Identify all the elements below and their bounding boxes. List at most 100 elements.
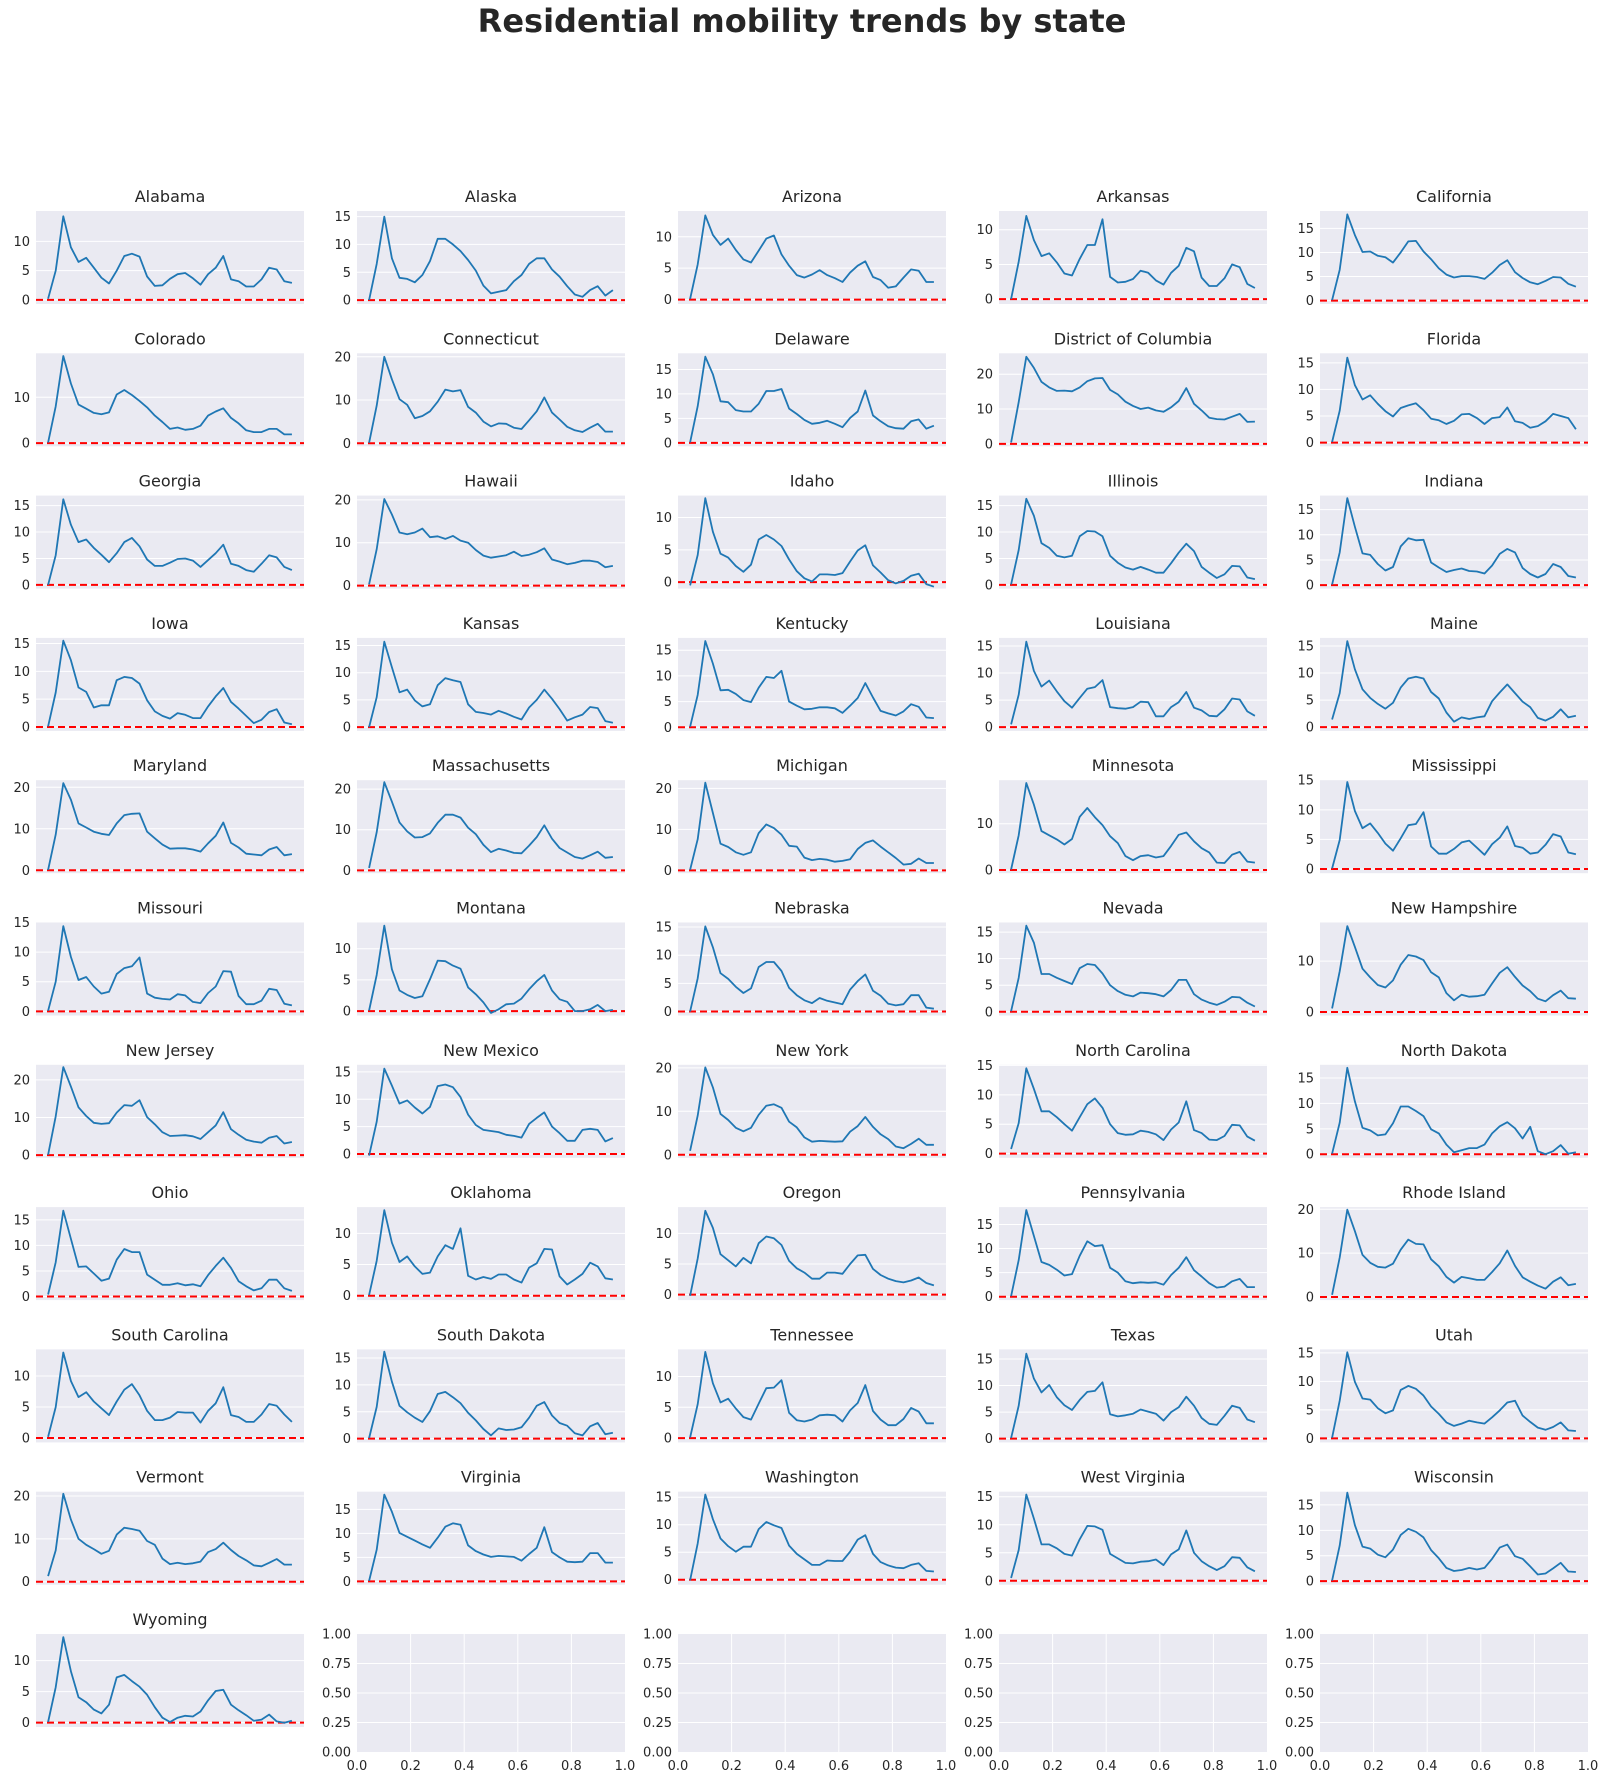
series-line <box>47 1209 293 1295</box>
y-tick-label: 10 <box>655 387 672 402</box>
y-tick-label: 5 <box>985 1546 993 1561</box>
y-tick-label: 0 <box>985 863 993 878</box>
series-line <box>1010 1493 1256 1579</box>
x-tick-label: 0.4 <box>454 1759 475 1774</box>
y-tick-label: 0.50 <box>643 1687 672 1702</box>
panel-arizona: 0 5 10 Arizona <box>655 187 946 308</box>
panel-background <box>36 637 304 731</box>
panel-background <box>678 353 946 447</box>
panel-title: Indiana <box>1424 472 1483 491</box>
y-tick-label: 0 <box>985 1005 993 1020</box>
panel-background <box>357 495 625 589</box>
panel-new-jersey: 0 10 20 New Jersey <box>13 1041 304 1164</box>
y-tick-label: 10 <box>13 526 30 541</box>
panel-background <box>678 1207 946 1301</box>
y-tick-label: 0.75 <box>322 1657 351 1672</box>
y-tick-label: 15 <box>1297 356 1314 371</box>
y-tick-label: 5 <box>985 1406 993 1421</box>
y-tick-label: 10 <box>655 1370 672 1385</box>
y-tick-label: 10 <box>655 1105 672 1120</box>
series-line <box>1010 1067 1256 1150</box>
y-tick-label: 0 <box>1306 1291 1314 1306</box>
panel-iowa: 0 5 10 15 Iowa <box>13 614 304 736</box>
y-tick-label: 0.00 <box>322 1746 351 1761</box>
panel-montana: 0 5 10 Montana <box>334 899 625 1020</box>
x-tick-label: 0.0 <box>347 1759 368 1774</box>
y-tick-label: 20 <box>655 782 672 797</box>
y-tick-label: 10 <box>655 669 672 684</box>
y-tick-label: 0 <box>985 1574 993 1589</box>
series-line <box>689 925 935 1012</box>
panel-title: Alaska <box>465 187 517 206</box>
panel-tennessee: 0 5 10 Tennessee <box>655 1325 946 1447</box>
series-line <box>1331 213 1577 301</box>
panel-title: Mississippi <box>1411 756 1496 775</box>
panel-background <box>1320 637 1588 731</box>
y-tick-label: 10 <box>334 1227 351 1242</box>
y-tick-label: 0 <box>22 1290 30 1305</box>
y-tick-label: 5 <box>664 977 672 992</box>
panel-california: 0 5 10 15 California <box>1297 187 1588 309</box>
panel-nevada: 0 5 10 15 Nevada <box>976 899 1267 1020</box>
panel-michigan: 0 10 20 Michigan <box>655 756 946 879</box>
y-tick-label: 0 <box>1306 1005 1314 1020</box>
panel-title: Arizona <box>782 187 842 206</box>
series-line <box>689 1351 934 1438</box>
panel-title: Arkansas <box>1097 187 1170 206</box>
empty-panel-2: 0.0 0.2 0.4 0.6 0.8 1.0 0.00 0.25 0.50 0.75 1.00 <box>643 1628 956 1775</box>
x-tick-label: 0.0 <box>668 1759 689 1774</box>
y-tick-label: 10 <box>976 952 993 967</box>
y-tick-label: 0 <box>343 721 351 736</box>
series-line <box>689 355 935 443</box>
series-line <box>1331 925 1576 1009</box>
panel-background <box>999 353 1267 447</box>
y-tick-label: 0 <box>985 721 993 736</box>
panel-background <box>1320 1064 1588 1158</box>
series-line <box>47 925 293 1012</box>
panel-massachusetts: 0 10 20 Massachusetts <box>334 756 625 879</box>
y-tick-label: 1.00 <box>1285 1628 1314 1643</box>
panel-title: Oklahoma <box>450 1183 531 1202</box>
series-line <box>689 1209 935 1296</box>
panel-background <box>999 1349 1267 1443</box>
y-tick-label: 0 <box>343 437 351 452</box>
empty-panel-3: 0.0 0.2 0.4 0.6 0.8 1.0 0.00 0.25 0.50 0.75 1.00 <box>964 1628 1277 1775</box>
y-tick-label: 10 <box>655 1518 672 1533</box>
y-tick-label: 0 <box>22 1716 30 1731</box>
series-line <box>1010 924 1256 1012</box>
y-tick-label: 10 <box>334 1093 351 1108</box>
panel-background <box>36 922 304 1016</box>
y-tick-label: 5 <box>1306 1403 1314 1418</box>
panel-north-dakota: 0 5 10 15 North Dakota <box>1297 1041 1588 1163</box>
y-tick-label: 5 <box>985 1266 993 1281</box>
y-tick-label: 15 <box>1297 1346 1314 1361</box>
y-tick-label: 0 <box>985 437 993 452</box>
y-tick-label: 5 <box>1306 553 1314 568</box>
panel-title: North Dakota <box>1401 1041 1508 1060</box>
y-tick-label: 5 <box>22 552 30 567</box>
y-tick-label: 0.00 <box>964 1746 993 1761</box>
x-tick-label: 0.2 <box>721 1759 742 1774</box>
panel-background <box>357 922 625 1016</box>
y-tick-label: 5 <box>343 1120 351 1135</box>
y-tick-label: 20 <box>13 1489 30 1504</box>
panel-background <box>1320 922 1588 1016</box>
y-tick-label: 5 <box>343 266 351 281</box>
series-line <box>1331 640 1577 723</box>
panel-louisiana: 0 5 10 15 Louisiana <box>976 614 1267 736</box>
y-tick-label: 5 <box>343 1405 351 1420</box>
panel-oklahoma: 0 5 10 Oklahoma <box>334 1183 625 1304</box>
panel-title: District of Columbia <box>1054 329 1213 348</box>
series-line <box>47 1636 293 1724</box>
series-line <box>689 214 934 300</box>
panel-north-carolina: 0 5 10 15 North Carolina <box>976 1041 1267 1162</box>
panel-background <box>999 780 1267 874</box>
panel-new-york: 0 10 20 New York <box>655 1041 946 1163</box>
panel-title: Colorado <box>134 329 206 348</box>
y-tick-label: 10 <box>1297 1247 1314 1262</box>
panel-south-dakota: 0 5 10 15 South Dakota <box>334 1325 625 1447</box>
panel-georgia: 0 5 10 15 Georgia <box>13 472 304 593</box>
panel-title: Wisconsin <box>1414 1468 1494 1487</box>
panel-title: New Mexico <box>443 1041 539 1060</box>
y-tick-label: 0.75 <box>643 1657 672 1672</box>
